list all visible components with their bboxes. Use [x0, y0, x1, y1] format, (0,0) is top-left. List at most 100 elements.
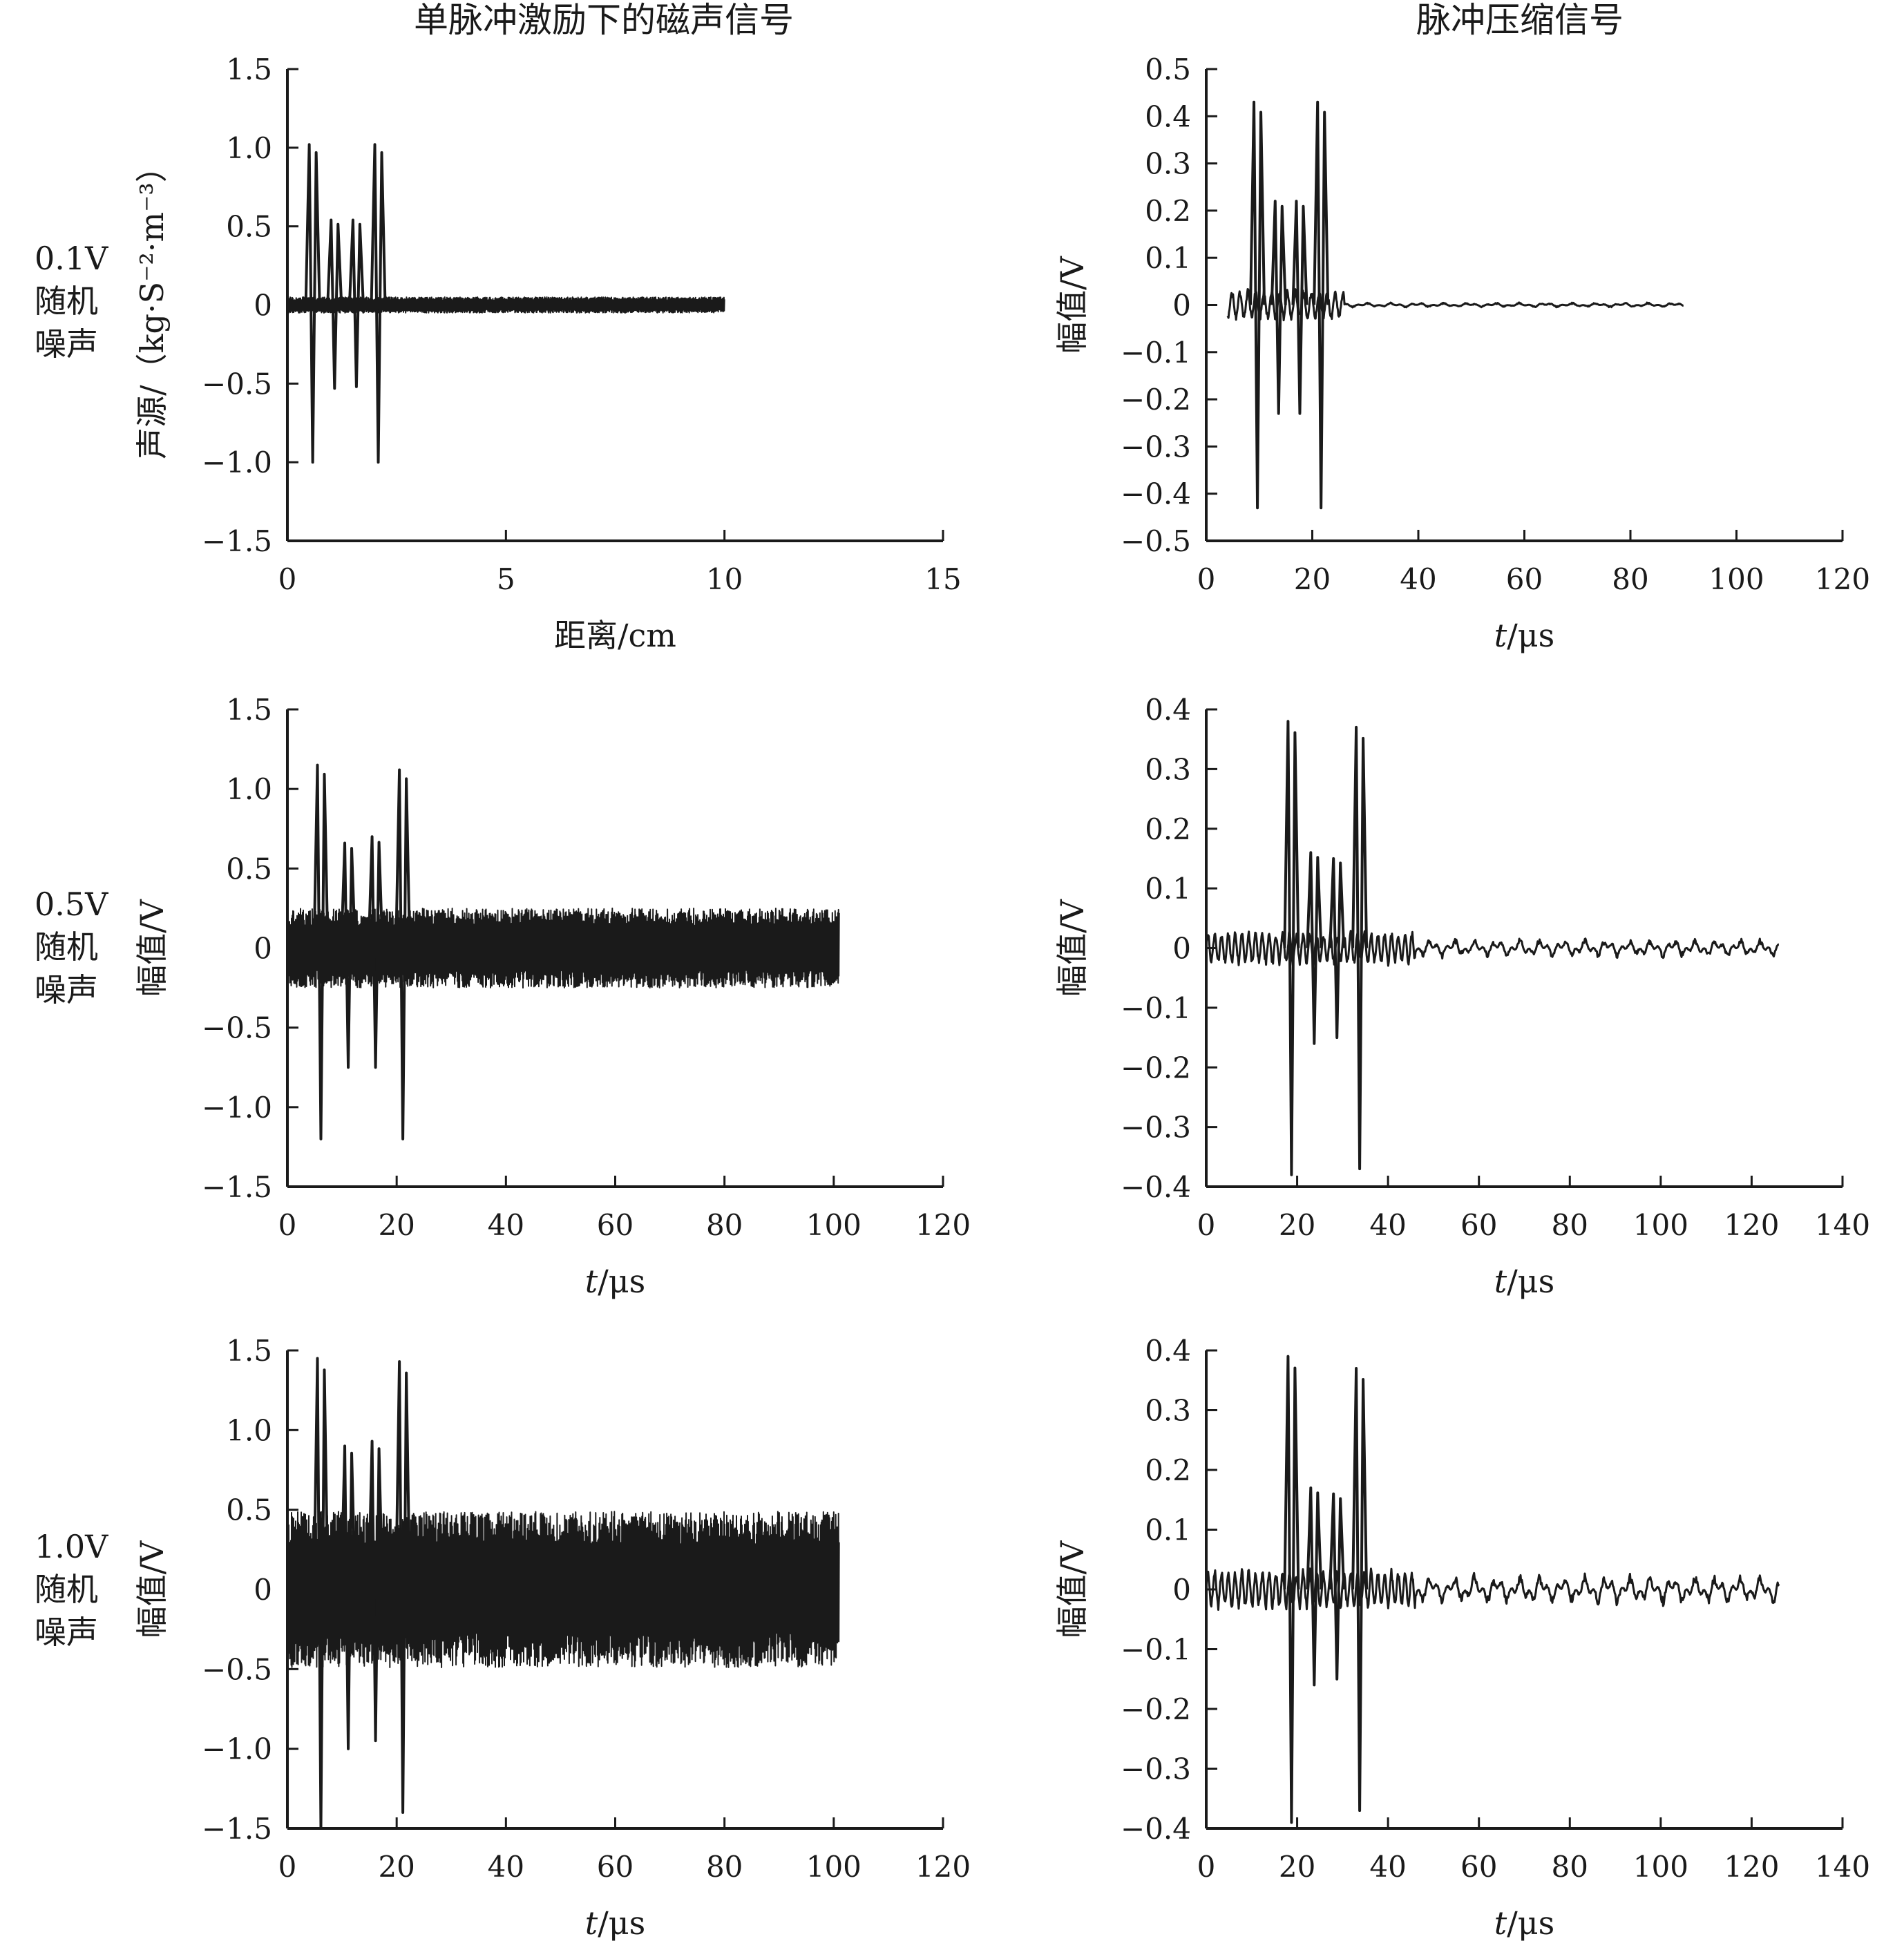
y-tick-label: 0: [1172, 932, 1191, 966]
x-axis-label-italic: t: [1494, 617, 1507, 654]
x-tick-label: 120: [1724, 1850, 1779, 1884]
pulse-spike: [1351, 725, 1369, 1171]
y-tick-label: −1.5: [202, 1812, 272, 1846]
y-tick-label: −0.1: [1121, 991, 1191, 1025]
pulse-spike: [1306, 851, 1323, 1045]
y-tick-label: 0.5: [226, 1493, 272, 1527]
y-tick-label: −1.0: [202, 446, 272, 479]
x-tick-label: 80: [706, 1208, 743, 1242]
signal-line: [287, 1511, 840, 1668]
y-tick-label: −1.0: [202, 1732, 272, 1766]
x-tick-label: 0: [1197, 562, 1216, 596]
x-tick-label: 120: [915, 1208, 971, 1242]
x-tick-label: 0: [278, 562, 297, 596]
panels: −1.5 −1.0 −0.5 0 0.5 1.0 1.5 0 5 10 15 距离/cm 声源/（kg·…: [133, 52, 1870, 1942]
x-tick-label: 60: [1460, 1850, 1497, 1884]
y-axis-label: 声源/（kg·S⁻²·m⁻³）: [133, 151, 171, 459]
pulse-spike: [394, 768, 412, 1140]
y-tick-label: 0.2: [1145, 194, 1191, 228]
y-tick-label: −0.1: [1121, 1633, 1191, 1667]
x-axis-label-text: /μs: [1507, 617, 1554, 654]
y-tick-label: 0.3: [1145, 752, 1191, 786]
y-tick-label: 0.1: [1145, 872, 1191, 906]
y-tick-label: 0.1: [1145, 241, 1191, 275]
x-axis-label: t/μs: [585, 1263, 646, 1300]
x-tick-label: 80: [1552, 1850, 1588, 1884]
signal-line: [287, 296, 725, 314]
x-tick-label: 20: [1294, 562, 1331, 596]
y-tick-label: 0: [1172, 289, 1191, 323]
x-tick-label: 60: [597, 1208, 634, 1242]
pulse-spike: [340, 1444, 357, 1750]
y-tick-label: −0.3: [1121, 1752, 1191, 1786]
row-label-noise: 噪声: [35, 1614, 98, 1651]
y-tick-label: 0.2: [1145, 812, 1191, 846]
y-tick-label: 0.2: [1145, 1453, 1191, 1487]
row-label-noise: 噪声: [35, 325, 98, 363]
pulse-spike: [340, 841, 357, 1069]
y-axis-label: 幅值/V: [133, 1540, 171, 1638]
x-axis-label-italic: t: [585, 1263, 598, 1300]
pulse-spike: [304, 143, 321, 464]
row-label-voltage: 0.5V: [35, 886, 108, 923]
y-tick-label: −0.5: [202, 1011, 272, 1045]
x-tick-label: 40: [1369, 1850, 1406, 1884]
pulse-spike: [394, 1360, 412, 1814]
signal-line: [1226, 288, 1684, 322]
x-axis-label-italic: t: [585, 1904, 598, 1942]
column-title-right: 脉冲压缩信号: [1416, 0, 1624, 40]
y-tick-label: 0: [1172, 1573, 1191, 1607]
signal-line: [287, 907, 840, 989]
y-tick-label: −0.3: [1121, 430, 1191, 463]
x-tick-label: 60: [1460, 1208, 1497, 1242]
x-tick-label: 20: [1279, 1850, 1315, 1884]
y-tick-label: 1.5: [226, 52, 272, 86]
pulse-spike: [1249, 100, 1266, 510]
pulse-spike: [1329, 857, 1346, 1040]
x-tick-label: 0: [278, 1208, 297, 1242]
y-tick-label: 0.4: [1145, 1334, 1191, 1368]
panel-r1-right: −0.5 −0.4 −0.3 −0.2 −0.1 0 0.1 0.2 0.3 0.4 0.5 0 20 4…: [1054, 52, 1870, 654]
x-tick-label: 120: [915, 1850, 971, 1884]
column-title-left: 单脉冲激励下的磁声信号: [414, 0, 794, 40]
x-tick-label: 10: [706, 562, 743, 596]
x-tick-label: 40: [1400, 562, 1436, 596]
x-axis-label-text: /μs: [598, 1904, 645, 1942]
row-label-2: 0.5V 随机 噪声: [35, 886, 108, 1009]
y-tick-label: −0.2: [1121, 1692, 1191, 1726]
y-tick-label: −0.4: [1121, 1170, 1191, 1204]
x-tick-label: 20: [1279, 1208, 1315, 1242]
pulse-spike: [312, 763, 330, 1140]
y-tick-label: −1.5: [202, 1170, 272, 1204]
y-tick-label: −0.2: [1121, 383, 1191, 417]
x-tick-label: 15: [924, 562, 961, 596]
row-label-noise: 噪声: [35, 971, 98, 1009]
x-tick-label: 20: [378, 1850, 415, 1884]
signal-line: [1205, 1567, 1780, 1611]
x-axis-label: 距离/cm: [554, 617, 676, 654]
row-label-3: 1.0V 随机 噪声: [35, 1528, 108, 1651]
x-tick-label: 60: [597, 1850, 634, 1884]
pulse-spike: [1313, 100, 1330, 510]
panel-r3-left: −1.5 −1.0 −0.5 0 0.5 1.0 1.5 0 20 40 60 80 100 120 t/μ…: [133, 1334, 971, 1942]
y-tick-label: −0.3: [1121, 1111, 1191, 1145]
panel-r3-right: −0.4 −0.3 −0.2 −0.1 0 0.1 0.2 0.3 0.4 0 20 40 60 80 10…: [1054, 1334, 1870, 1942]
x-tick-label: 5: [497, 562, 515, 596]
x-tick-label: 0: [1197, 1208, 1216, 1242]
y-tick-label: −1.0: [202, 1091, 272, 1125]
y-tick-label: 0.3: [1145, 1394, 1191, 1428]
y-tick-label: 1.5: [226, 693, 272, 727]
x-tick-label: 100: [1708, 562, 1764, 596]
row-label-1: 0.1V 随机 噪声: [35, 240, 108, 363]
x-tick-label: 100: [1633, 1850, 1688, 1884]
x-tick-label: 120: [1724, 1208, 1779, 1242]
row-label-voltage: 0.1V: [35, 240, 108, 277]
x-tick-label: 20: [378, 1208, 415, 1242]
y-tick-label: 1.5: [226, 1334, 272, 1368]
y-tick-label: 1.0: [226, 1413, 272, 1447]
pulse-spike: [367, 1440, 384, 1743]
row-label-random: 随机: [35, 928, 98, 966]
y-tick-label: −0.5: [202, 1652, 272, 1686]
y-tick-label: 0.5: [226, 210, 272, 244]
